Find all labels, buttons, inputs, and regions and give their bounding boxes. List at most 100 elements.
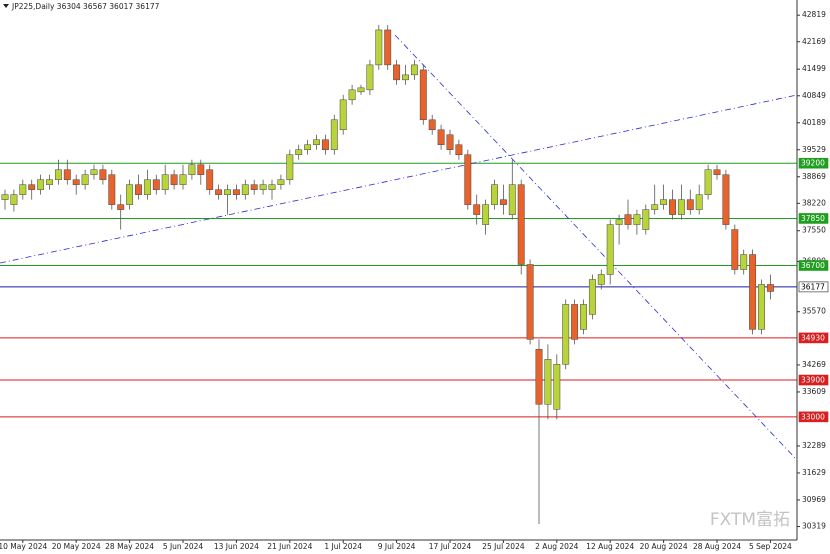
candle-body (1, 194, 9, 200)
candle-body (295, 149, 303, 155)
candle-body (99, 169, 107, 180)
candle-body (197, 164, 205, 175)
candle-body (108, 174, 116, 205)
candle-body (588, 279, 596, 315)
candle-body (597, 274, 605, 285)
candle-body (499, 199, 507, 205)
x-tick-label: 20 May 2024 (52, 542, 101, 551)
candle-body (615, 219, 623, 225)
candle-body (348, 89, 356, 101)
candle-body (437, 129, 445, 145)
candle-body (464, 154, 472, 205)
x-tick-label: 28 Aug 2024 (693, 542, 741, 551)
candle-body (170, 174, 178, 185)
y-tick-label: 32289 (802, 441, 826, 450)
candle-body (259, 184, 267, 190)
candle-body (117, 204, 125, 210)
y-tick-label: 35570 (802, 307, 826, 316)
candle-body (508, 184, 516, 215)
candle-body (686, 199, 694, 210)
candle-body (81, 174, 89, 185)
candle-body (179, 174, 187, 185)
candle-body (402, 74, 409, 81)
candle-body (152, 179, 160, 190)
candle-body (758, 284, 765, 330)
x-tick-label: 21 Jun 2024 (267, 542, 312, 551)
candle-body (642, 209, 650, 230)
candle-body (135, 184, 142, 195)
candle-body (722, 174, 730, 225)
candle-body (660, 199, 668, 205)
candle-body (571, 304, 579, 340)
candle-body (206, 169, 214, 190)
candle-body (446, 134, 454, 150)
axes: 42819 42169 41499 40849 40189 39529 38869 38220… (0, 10, 829, 551)
candle-body (126, 184, 134, 205)
y-tick-label: 38220 (802, 198, 826, 207)
x-tick-label: 5 Sep 2024 (749, 542, 792, 551)
candle-body (713, 169, 721, 175)
x-tick-label: 1 Jul 2024 (324, 542, 362, 551)
level-label-box (798, 411, 829, 423)
candle-body (562, 304, 570, 365)
candle-body (544, 359, 552, 405)
x-tick-label: 17 Jul 2024 (429, 542, 472, 551)
candle-body (651, 204, 659, 210)
level-label: 34930 (801, 333, 825, 342)
candle-body (740, 254, 748, 270)
candle-body (224, 189, 231, 195)
candles (1, 24, 774, 525)
candle-body (63, 169, 71, 180)
candle-body (72, 179, 80, 185)
candle-body (268, 184, 276, 190)
y-tick-label: 34269 (802, 360, 826, 369)
candle-body (241, 184, 249, 195)
x-tick-label: 5 Jun 2024 (163, 542, 204, 551)
x-tick-label: 10 May 2024 (0, 542, 47, 551)
trend-line (0, 94, 798, 264)
x-tick-label: 25 Jul 2024 (482, 542, 525, 551)
candle-body (232, 189, 240, 195)
candle-body (321, 139, 329, 150)
level-label: 39200 (801, 159, 825, 168)
x-tick-label: 28 May 2024 (105, 542, 154, 551)
candle-body (606, 224, 614, 275)
candle-body (553, 364, 561, 410)
y-tick-label: 42169 (802, 37, 826, 46)
level-label-box (798, 332, 829, 344)
watermark: FXTM富拓 (710, 510, 790, 530)
y-tick-label: 33609 (802, 387, 826, 396)
y-tick-label: 31629 (802, 468, 826, 477)
candle-body (624, 214, 632, 225)
candle-body (10, 194, 18, 205)
chart-title: JP225,Daily 36304 36567 36017 36177 (11, 2, 160, 11)
candle-body (143, 179, 151, 195)
y-tick-label: 40189 (802, 118, 826, 127)
candle-body (695, 194, 703, 210)
candle-body (419, 69, 427, 121)
candle-body (304, 144, 312, 150)
candle-body (410, 64, 418, 76)
candle-body (286, 154, 294, 180)
candle-body (215, 189, 223, 195)
candle-body (428, 119, 436, 131)
candle-body (46, 179, 53, 185)
candle-body (633, 214, 641, 225)
level-label: 33900 (801, 376, 825, 385)
level-label-box (798, 281, 829, 293)
candle-body (517, 184, 525, 265)
menu-triangle[interactable] (3, 4, 9, 8)
candle-body (90, 169, 98, 175)
candle-body (526, 264, 534, 340)
candle-body (535, 349, 543, 405)
candle-body (250, 184, 258, 190)
level-label: 33000 (801, 412, 825, 421)
level-label-box (798, 374, 829, 386)
y-tick-label: 42819 (802, 10, 826, 19)
candle-body (580, 304, 587, 330)
candle-body (455, 144, 463, 155)
y-tick-label: 30969 (802, 495, 826, 504)
level-label: 36177 (801, 282, 825, 291)
